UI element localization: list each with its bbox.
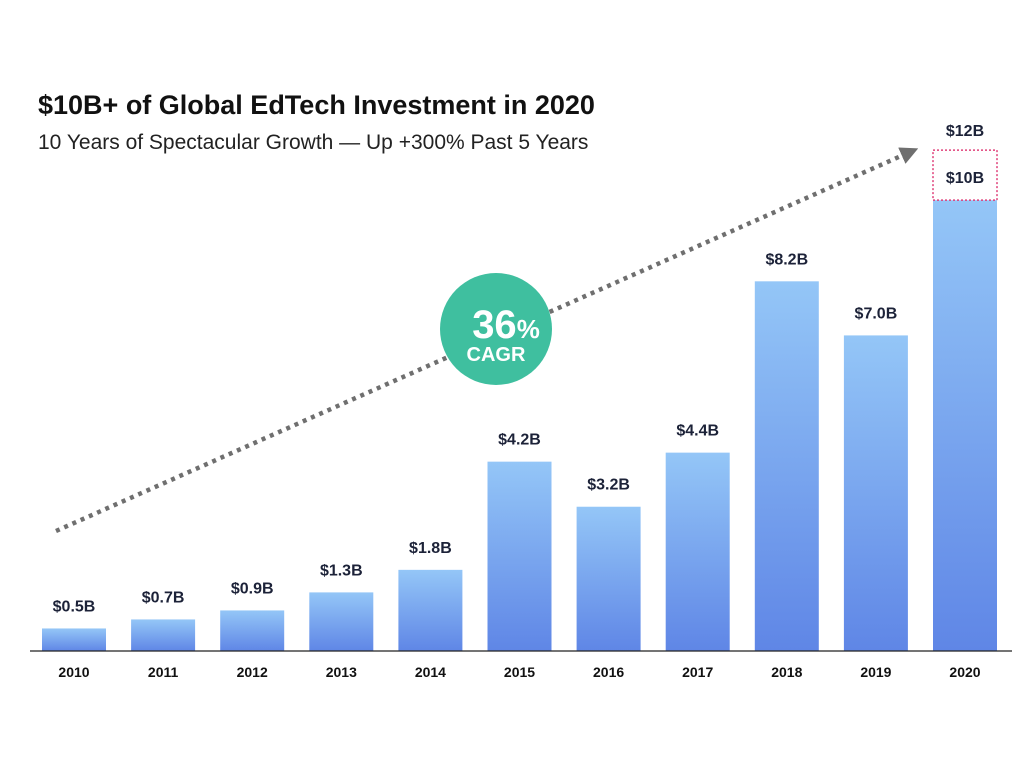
x-tick-label-2018: 2018	[771, 664, 802, 680]
x-axis-ticks: 2010 2011 2012 2013 2014 2015 2016 2017 2018 2019…	[58, 664, 980, 680]
bar-value-label-2016: $3.2B	[587, 477, 630, 494]
bar-projection-2020	[932, 149, 998, 201]
x-tick-label-2015: 2015	[504, 664, 535, 680]
bar-2016	[576, 506, 641, 651]
x-tick-label-2010: 2010	[58, 664, 89, 680]
bar-2020	[933, 200, 997, 651]
cagr-badge-circle	[440, 273, 552, 385]
value-labels-group: $0.5B $0.7B $0.9B $1.3B $1.8B $4.2B $3.2B $4.4B…	[53, 123, 984, 615]
chart-title: $10B+ of Global EdTech Investment in 202…	[38, 90, 595, 120]
x-tick-label-2014: 2014	[415, 664, 446, 680]
bar-value-label-2015: $4.2B	[498, 432, 541, 449]
x-tick-label-2013: 2013	[326, 664, 357, 680]
bar-2011	[131, 619, 196, 651]
bar-value-label-2017: $4.4B	[676, 423, 719, 440]
bar-2017	[665, 452, 730, 651]
chart-subtitle: 10 Years of Spectacular Growth — Up +300…	[38, 131, 589, 154]
bar-2013	[309, 592, 374, 651]
bar-value-label-2010: $0.5B	[53, 598, 96, 615]
bar-value-label-2012: $0.9B	[231, 580, 274, 597]
bar-2010	[42, 628, 106, 651]
bar-2018	[754, 281, 819, 651]
bar-value-label-2020: $10B	[946, 170, 984, 187]
x-tick-label-2012: 2012	[237, 664, 268, 680]
bar-2019	[843, 335, 908, 651]
x-tick-label-2020: 2020	[949, 664, 980, 680]
bar-value-label-2013: $1.3B	[320, 562, 363, 579]
projection-value-label: $12B	[946, 123, 984, 140]
cagr-label: CAGR	[467, 344, 526, 366]
cagr-value: 36	[472, 303, 517, 347]
cagr-unit: %	[517, 314, 540, 344]
projection-group	[932, 149, 998, 201]
cagr-value-text: 36%	[472, 303, 540, 347]
bar-2015	[487, 461, 552, 651]
x-tick-label-2019: 2019	[860, 664, 891, 680]
x-tick-label-2016: 2016	[593, 664, 624, 680]
bar-value-label-2019: $7.0B	[855, 305, 898, 322]
bar-value-label-2018: $8.2B	[765, 251, 808, 268]
bar-value-label-2014: $1.8B	[409, 540, 452, 557]
bar-2012	[220, 610, 285, 651]
bar-value-label-2011: $0.7B	[142, 589, 185, 606]
cagr-badge: 36% CAGR	[440, 273, 552, 385]
x-tick-label-2017: 2017	[682, 664, 713, 680]
bar-2014	[398, 569, 463, 651]
x-tick-label-2011: 2011	[148, 664, 179, 680]
trend-arrow	[55, 147, 919, 534]
bars-group	[42, 200, 997, 651]
